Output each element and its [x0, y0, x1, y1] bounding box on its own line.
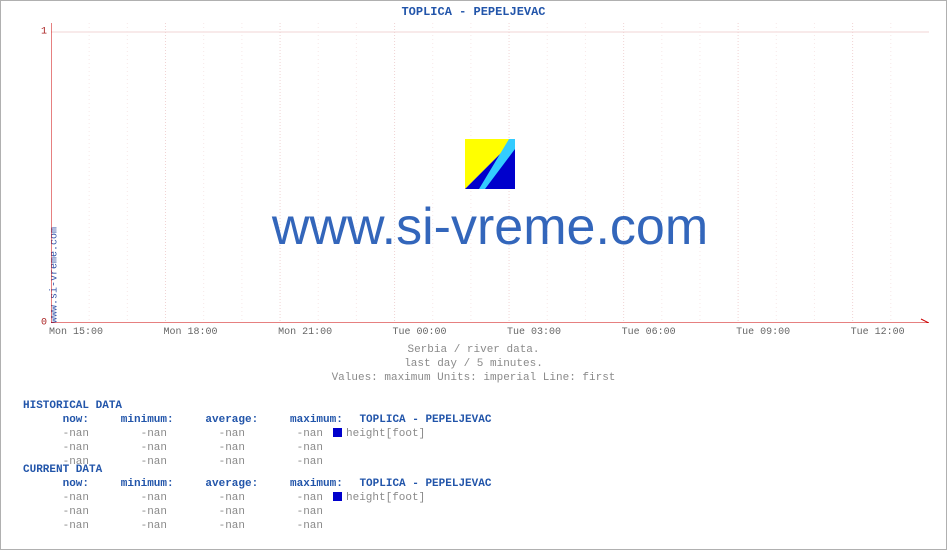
chart-container: www.si-vreme.com TOPLICA - PEPELJEVAC 0 … — [0, 0, 947, 550]
cell-min: -nan — [89, 491, 167, 505]
col-series: TOPLICA - PEPELJEVAC — [349, 413, 491, 427]
data-row: -nan-nan-nan-nan — [23, 505, 491, 519]
series-label: height[foot] — [346, 427, 425, 441]
cell-avg: -nan — [167, 505, 245, 519]
x-tick-label: Tue 09:00 — [736, 327, 790, 338]
data-row: -nan-nan-nan-nan — [23, 519, 491, 533]
cell-now: -nan — [23, 441, 89, 455]
cell-now: -nan — [23, 427, 89, 441]
col-series: TOPLICA - PEPELJEVAC — [349, 477, 491, 491]
cell-min: -nan — [89, 427, 167, 441]
col-max: maximum: — [265, 413, 343, 427]
series-label: height[foot] — [346, 491, 425, 505]
x-tick-label: Mon 18:00 — [163, 327, 217, 338]
current-data-block: CURRENT DATA now: minimum: average: maxi… — [23, 463, 491, 533]
historical-data-block: HISTORICAL DATA now: minimum: average: m… — [23, 399, 491, 469]
series-marker-icon — [333, 492, 342, 501]
y-tick-label: 1 — [33, 27, 51, 38]
current-header-row: now: minimum: average: maximum: TOPLICA … — [23, 477, 491, 491]
x-tick-label: Mon 15:00 — [49, 327, 103, 338]
cell-now: -nan — [23, 491, 89, 505]
col-max: maximum: — [265, 477, 343, 491]
caption-line1: Serbia / river data. — [1, 343, 946, 357]
cell-now: -nan — [23, 505, 89, 519]
col-avg: average: — [180, 477, 258, 491]
caption-line3: Values: maximum Units: imperial Line: fi… — [1, 371, 946, 385]
current-title: CURRENT DATA — [23, 463, 491, 477]
cell-max: -nan — [245, 441, 323, 455]
x-tick-label: Tue 06:00 — [622, 327, 676, 338]
x-tick-label: Tue 12:00 — [851, 327, 905, 338]
cell-avg: -nan — [167, 441, 245, 455]
data-row: -nan-nan-nan-nan — [23, 441, 491, 455]
chart-caption: Serbia / river data. last day / 5 minute… — [1, 343, 946, 385]
logo-icon — [465, 139, 515, 189]
series-marker-icon — [333, 428, 342, 437]
watermark-text: www.si-vreme.com — [272, 197, 708, 257]
cell-min: -nan — [89, 505, 167, 519]
col-min: minimum: — [96, 477, 174, 491]
data-row: -nan-nan-nan-nanheight[foot] — [23, 427, 491, 441]
data-row: -nan-nan-nan-nanheight[foot] — [23, 491, 491, 505]
cell-now: -nan — [23, 519, 89, 533]
col-now: now: — [23, 413, 89, 427]
cell-max: -nan — [245, 491, 323, 505]
col-now: now: — [23, 477, 89, 491]
caption-line2: last day / 5 minutes. — [1, 357, 946, 371]
col-min: minimum: — [96, 413, 174, 427]
cell-max: -nan — [245, 505, 323, 519]
x-tick-label: Tue 03:00 — [507, 327, 561, 338]
chart-plot-area: 0 1 Mon 15:00Mon 18:00Mon 21:00Tue 00:00… — [51, 23, 929, 323]
cell-max: -nan — [245, 519, 323, 533]
cell-min: -nan — [89, 441, 167, 455]
historical-title: HISTORICAL DATA — [23, 399, 491, 413]
chart-title: TOPLICA - PEPELJEVAC — [1, 5, 946, 19]
cell-max: -nan — [245, 427, 323, 441]
cell-avg: -nan — [167, 491, 245, 505]
cell-min: -nan — [89, 519, 167, 533]
historical-header-row: now: minimum: average: maximum: TOPLICA … — [23, 413, 491, 427]
cell-avg: -nan — [167, 519, 245, 533]
x-tick-label: Tue 00:00 — [393, 327, 447, 338]
cell-avg: -nan — [167, 427, 245, 441]
col-avg: average: — [180, 413, 258, 427]
x-tick-label: Mon 21:00 — [278, 327, 332, 338]
